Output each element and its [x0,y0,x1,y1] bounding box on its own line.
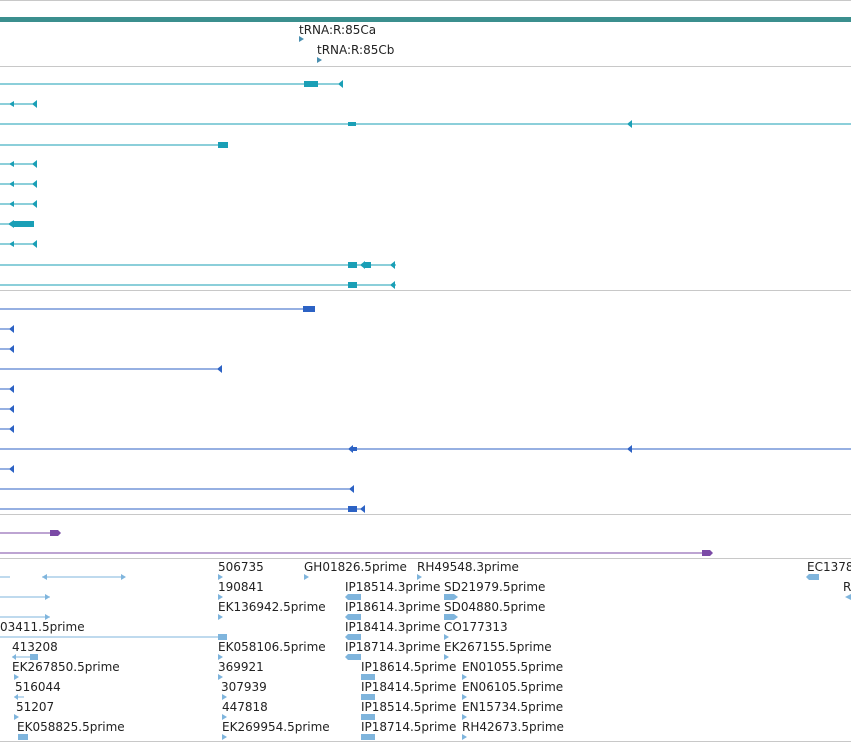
transcript-row[interactable] [0,120,851,128]
trna-label-b[interactable]: tRNA:R:85Cb [317,43,395,57]
purple-feature[interactable] [0,530,61,536]
trna-feature-a[interactable] [299,36,304,42]
transcript-track-teal [0,80,851,289]
est-label[interactable]: 516044 [15,680,61,694]
est-track-labels: 506735 GH01826.5prime RH49548.3prime EC1… [0,559,851,742]
est-label[interactable]: 447818 [222,700,268,714]
est-label[interactable]: IP18614.3prime [345,600,441,614]
est-label[interactable]: EC1378 [807,560,851,574]
transcript-row[interactable] [0,405,14,413]
est-label[interactable]: 506735 [218,560,264,574]
purple-feature-track [0,530,713,556]
transcript-row[interactable] [0,200,37,208]
est-label[interactable]: IP18714.5prime [361,720,457,734]
transcript-row[interactable] [0,425,14,433]
top-separator [0,0,851,1]
est-label[interactable]: 190841 [218,580,264,594]
est-label[interactable]: EK136942.5prime [218,600,326,614]
transcript-row[interactable] [0,80,343,88]
est-label[interactable]: IP18614.5prime [361,660,457,674]
transcript-row[interactable] [0,261,396,269]
est-label[interactable]: R [843,580,851,594]
est-label[interactable]: IP18414.5prime [361,680,457,694]
trna-track: tRNA:R:85Ca tRNA:R:85Cb [0,22,851,66]
est-label[interactable]: EK269954.5prime [222,720,330,734]
transcript-row[interactable] [0,220,34,228]
est-label[interactable]: SD04880.5prime [444,600,546,614]
transcript-row[interactable] [0,465,14,473]
est-label[interactable]: EN15734.5prime [462,700,564,714]
trna-feature-b[interactable] [317,57,322,63]
purple-feature[interactable] [0,550,713,556]
transcript-row[interactable] [0,365,222,373]
transcript-row[interactable] [0,385,14,393]
transcript-row[interactable] [0,142,228,148]
est-track-glyphs [0,574,851,740]
est-label[interactable]: EN06105.5prime [462,680,564,694]
transcript-row[interactable] [0,306,315,312]
est-label[interactable]: SD21979.5prime [444,580,546,594]
transcript-row[interactable] [0,505,365,513]
transcript-row[interactable] [0,240,37,248]
est-label[interactable]: EK267850.5prime [12,660,120,674]
transcript-row[interactable] [0,281,396,289]
transcript-row[interactable] [0,325,14,333]
est-label[interactable]: EK058825.5prime [17,720,125,734]
track-separator-3 [0,514,851,515]
est-label[interactable]: IP18514.5prime [361,700,457,714]
transcript-track-blue [0,306,851,513]
trna-label-a[interactable]: tRNA:R:85Ca [299,23,377,37]
est-label[interactable]: IP18414.3prime [345,620,441,634]
transcript-row[interactable] [0,445,851,453]
transcript-row[interactable] [0,345,14,353]
est-label[interactable]: EK267155.5prime [444,640,552,654]
est-label[interactable]: 03411.5prime [0,620,85,634]
est-label[interactable]: RH49548.3prime [417,560,519,574]
est-label[interactable]: CO177313 [444,620,508,634]
trna-features [299,36,322,63]
est-label[interactable]: EN01055.5prime [462,660,564,674]
est-glyphs[interactable] [0,574,851,740]
est-label[interactable]: EK058106.5prime [218,640,326,654]
transcript-row[interactable] [0,485,354,493]
est-label[interactable]: IP18514.3prime [345,580,441,594]
est-label[interactable]: 51207 [16,700,55,714]
track-separator-4 [0,558,851,559]
est-label[interactable]: GH01826.5prime [304,560,407,574]
track-separator-2 [0,290,851,291]
transcript-row[interactable] [0,160,37,168]
track-separator-1 [0,66,851,67]
est-label[interactable]: IP18714.3prime [345,640,441,654]
chromosome-band [0,17,851,22]
est-label[interactable]: 413208 [12,640,58,654]
est-label[interactable]: 369921 [218,660,264,674]
est-label[interactable]: 307939 [221,680,267,694]
transcript-row[interactable] [0,180,37,188]
transcript-row[interactable] [0,100,37,108]
est-label[interactable]: RH42673.5prime [462,720,564,734]
